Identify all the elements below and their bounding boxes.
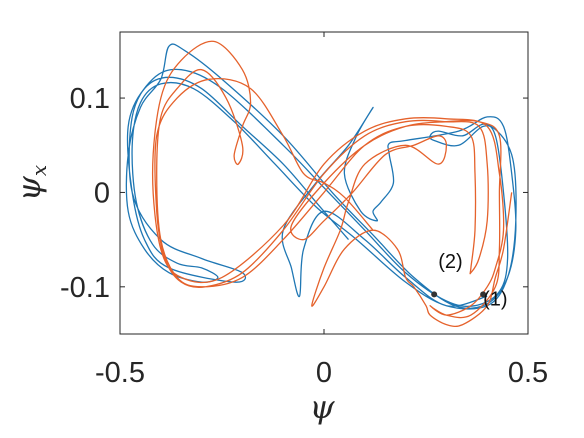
annotations: (2) (1) bbox=[438, 251, 507, 311]
x-tick-label: 0.5 bbox=[508, 357, 548, 389]
marker-point-2 bbox=[480, 291, 487, 298]
y-tick-label: -0.1 bbox=[60, 272, 110, 304]
y-tick-label: 0 bbox=[94, 177, 110, 209]
y-ticks: -0.1 0 0.1 bbox=[60, 83, 528, 304]
series-layer bbox=[125, 40, 517, 328]
marker-point-1 bbox=[431, 291, 438, 298]
svg-text:ψx: ψx bbox=[10, 165, 51, 201]
annotation-label-1: (2) bbox=[438, 251, 462, 273]
y-axis-label-subscript: x bbox=[27, 165, 51, 176]
series-1-line bbox=[125, 43, 517, 310]
marker-layer bbox=[431, 291, 487, 298]
y-axis-label-symbol: ψ bbox=[10, 175, 48, 201]
y-tick-label: 0.1 bbox=[70, 83, 110, 115]
x-tick-label: 0 bbox=[316, 357, 332, 389]
annotation-label-2: (1) bbox=[483, 289, 507, 311]
series-2-line bbox=[151, 40, 513, 328]
x-tick-label: -0.5 bbox=[95, 357, 145, 389]
x-axis-label: ψ bbox=[309, 388, 335, 426]
x-ticks: -0.5 0 0.5 bbox=[95, 32, 548, 389]
y-axis-label: ψx bbox=[10, 165, 51, 201]
